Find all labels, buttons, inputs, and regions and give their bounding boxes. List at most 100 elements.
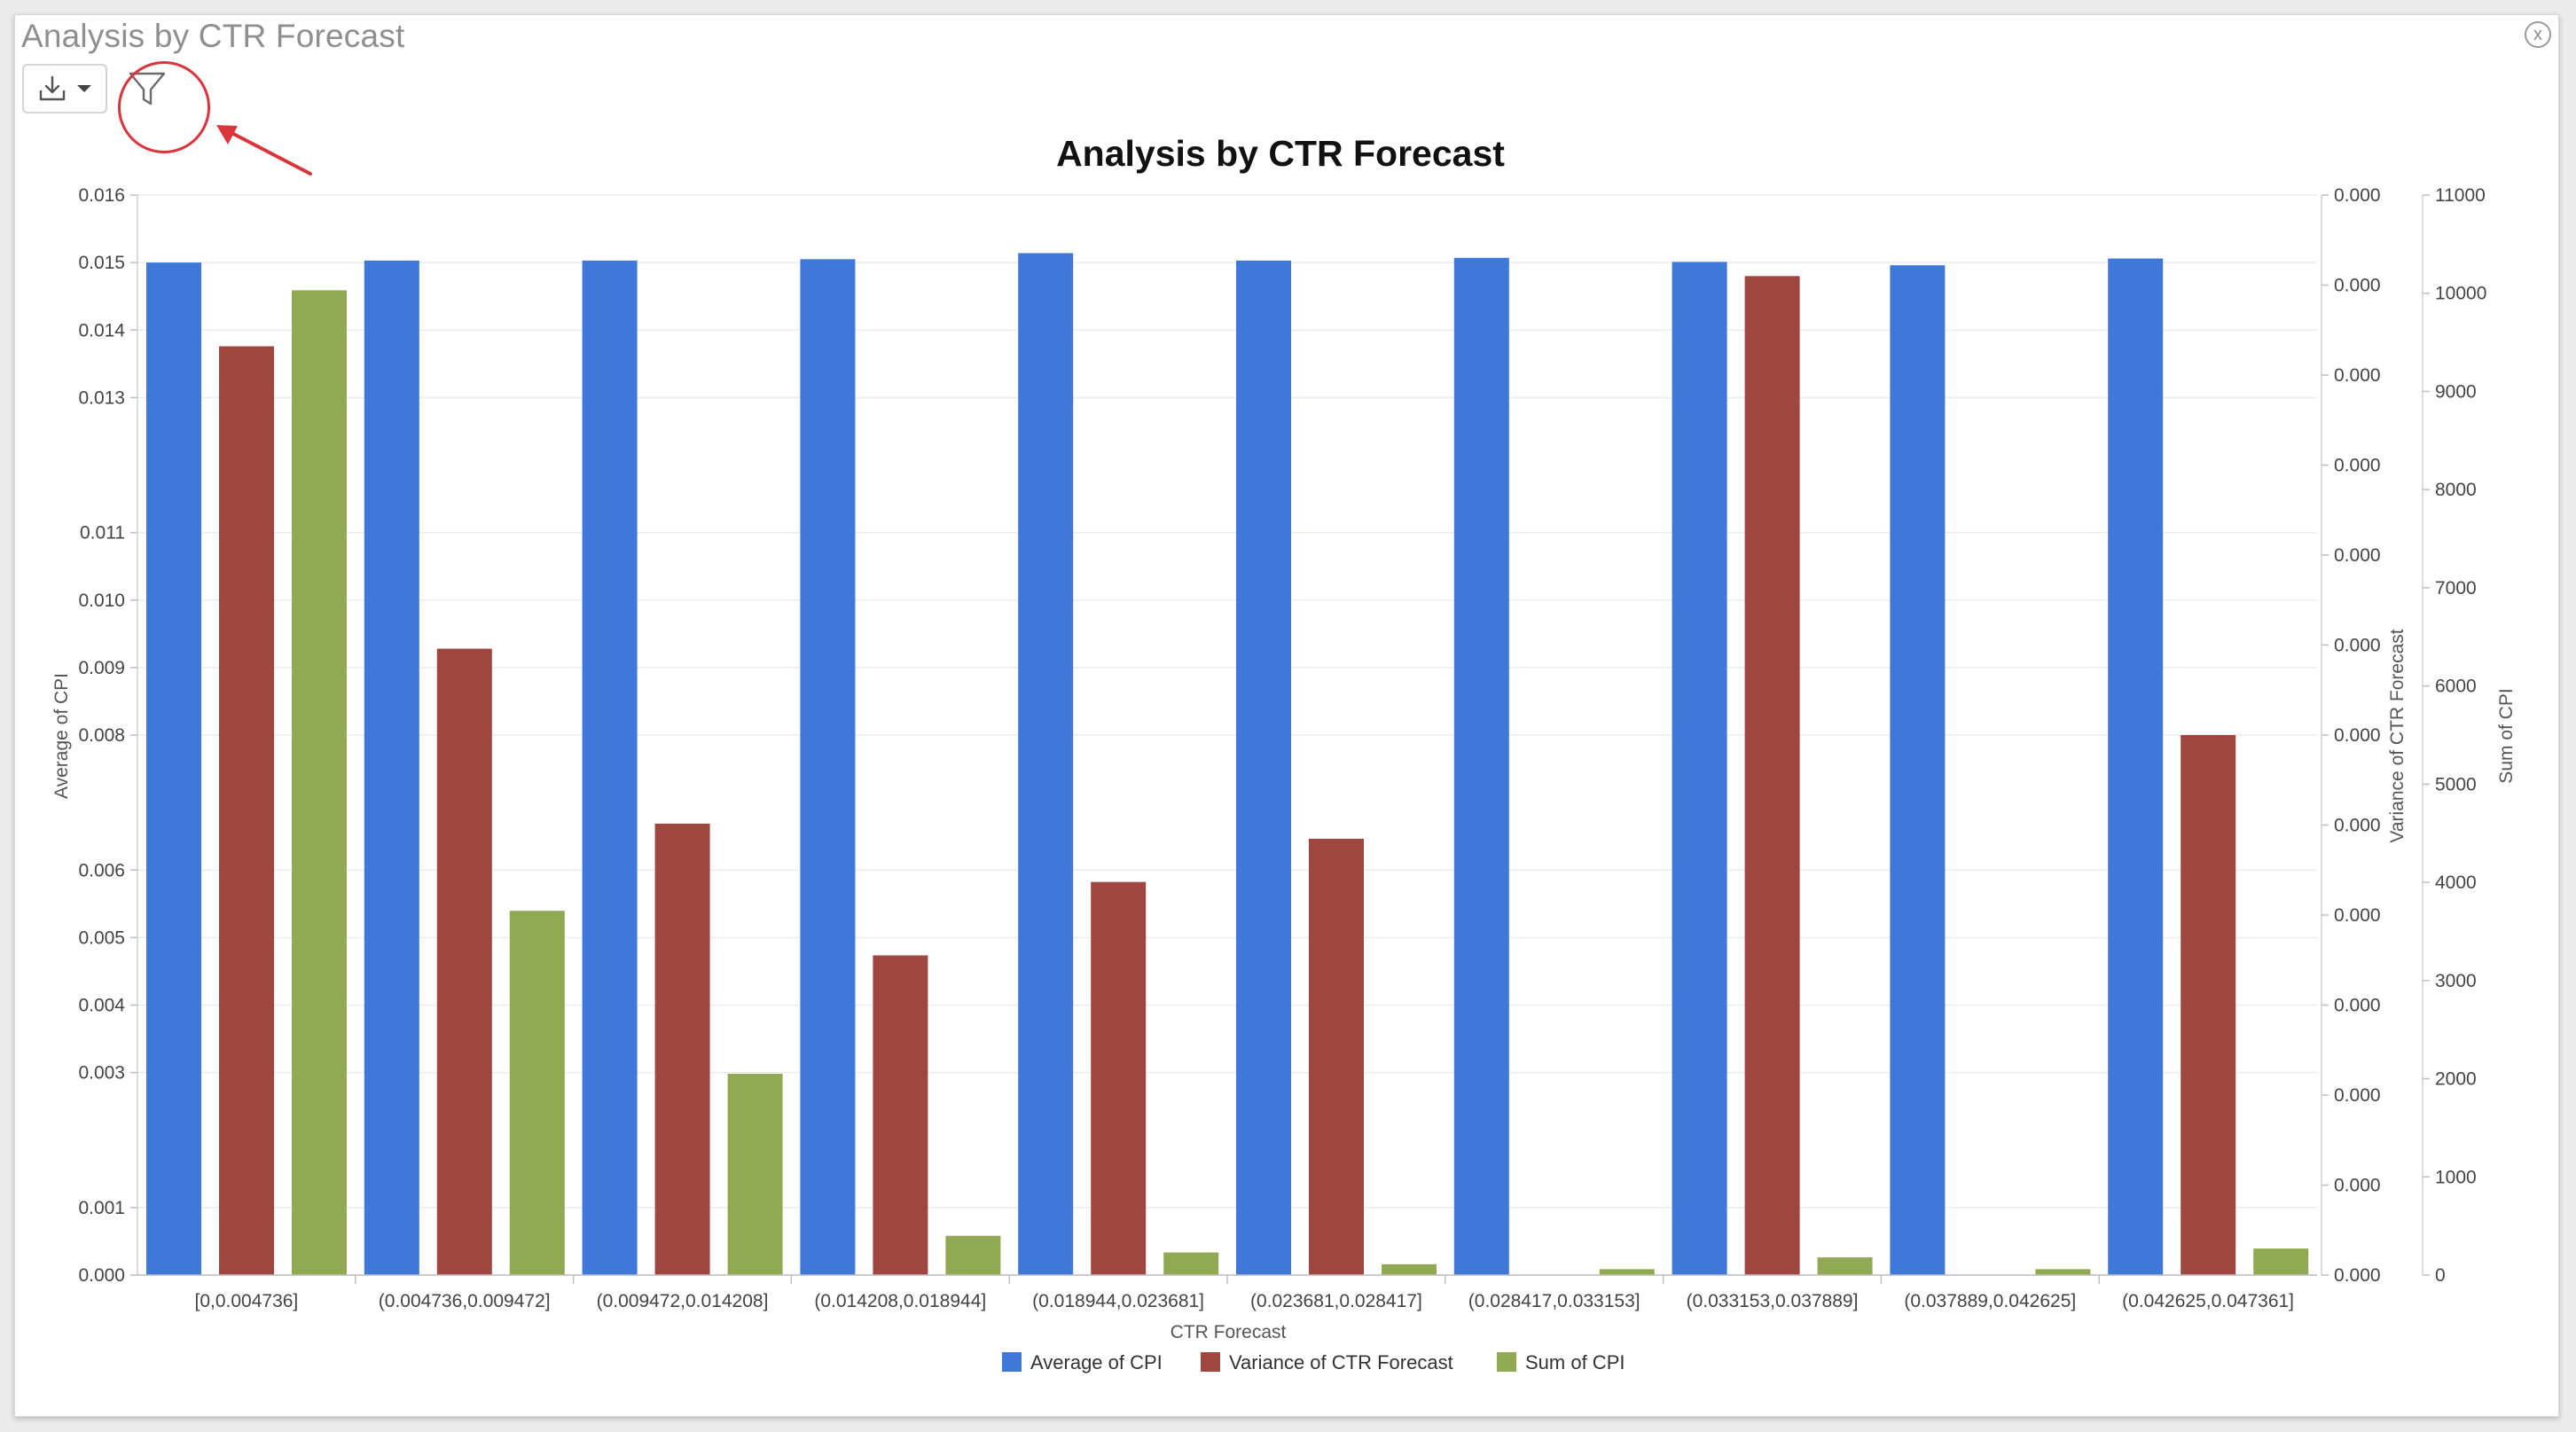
bar-average-cpi	[800, 259, 856, 1276]
right-variance-tick-label: 0.000	[2334, 185, 2381, 206]
bar-average-cpi	[1453, 257, 1509, 1275]
left-tick-label: 0.000	[78, 1265, 125, 1286]
right-sum-tick-label: 0	[2435, 1265, 2446, 1286]
left-tick-label: 0.015	[78, 253, 125, 273]
right-variance-tick-label: 0.000	[2334, 996, 2381, 1016]
left-axis-title: Average of CPI	[51, 673, 72, 799]
left-tick-label: 0.011	[80, 523, 125, 544]
bar-sum-cpi	[292, 290, 347, 1275]
right-variance-tick-label: 0.000	[2334, 1176, 2381, 1196]
bar-sum-cpi	[945, 1235, 1001, 1275]
bar-sum-cpi	[2035, 1269, 2091, 1275]
left-tick-label: 0.009	[78, 658, 125, 678]
bar-variance-ctr	[873, 955, 928, 1275]
bar-sum-cpi	[1382, 1264, 1437, 1275]
filter-icon	[129, 72, 166, 106]
right-variance-tick-label: 0.000	[2334, 456, 2381, 476]
right-variance-tick-label: 0.000	[2334, 905, 2381, 926]
download-icon	[39, 75, 66, 101]
bar-sum-cpi	[509, 911, 565, 1275]
bar-average-cpi	[1890, 265, 1946, 1275]
legend-swatch	[1201, 1352, 1220, 1372]
right-variance-tick-label: 0.000	[2334, 1085, 2381, 1106]
right-sum-tick-label: 4000	[2435, 873, 2477, 893]
x-tick-label: (0.009472,0.014208]	[597, 1291, 769, 1311]
bar-sum-cpi	[727, 1074, 783, 1275]
right-axis-sum-title: Sum of CPI	[2496, 688, 2517, 783]
chart-title: Analysis by CTR Forecast	[1056, 133, 1505, 174]
bar-average-cpi	[1236, 260, 1291, 1275]
right-sum-tick-label: 10000	[2435, 284, 2486, 304]
x-tick-label: (0.023681,0.028417]	[1250, 1291, 1422, 1311]
download-menu-button[interactable]	[22, 64, 107, 113]
bar-sum-cpi	[1599, 1269, 1655, 1275]
filter-button[interactable]	[121, 62, 174, 115]
bar-average-cpi	[364, 260, 419, 1275]
x-tick-label: (0.004736,0.009472]	[379, 1291, 551, 1311]
left-tick-label: 0.016	[78, 185, 125, 206]
x-tick-label: (0.042625,0.047361]	[2122, 1291, 2294, 1311]
right-sum-tick-label: 6000	[2435, 677, 2477, 697]
x-tick-label: (0.018944,0.023681]	[1032, 1291, 1204, 1311]
right-variance-tick-label: 0.000	[2334, 636, 2381, 656]
right-axis-variance-title: Variance of CTR Forecast	[2387, 629, 2408, 842]
close-icon: x	[2533, 25, 2542, 44]
x-tick-label: [0,0.004736]	[195, 1291, 299, 1311]
bar-sum-cpi	[1817, 1257, 1873, 1275]
right-sum-tick-label: 1000	[2435, 1167, 2477, 1187]
right-variance-tick-label: 0.000	[2334, 725, 2381, 746]
left-axis: 0.000 0.001 0.003 0.004 0.005 0.006 0.008 0.009…	[78, 185, 138, 1286]
bar-variance-ctr	[1091, 881, 1147, 1275]
bar-variance-ctr	[436, 648, 492, 1275]
right-variance-tick-label: 0.000	[2334, 276, 2381, 296]
legend-swatch	[1002, 1352, 1022, 1372]
bar-variance-ctr	[1309, 838, 1364, 1275]
right-sum-tick-label: 8000	[2435, 480, 2477, 500]
bar-average-cpi	[1018, 253, 1074, 1275]
right-sum-tick-label: 7000	[2435, 578, 2477, 599]
bar-average-cpi	[582, 260, 638, 1275]
left-tick-label: 0.001	[78, 1198, 125, 1218]
x-tick-label: (0.033153,0.037889]	[1687, 1291, 1859, 1311]
right-axis-variance: 0.000 0.000 0.000 0.000 0.000 0.000 0.000 0.000…	[2321, 185, 2381, 1286]
right-variance-tick-label: 0.000	[2334, 365, 2381, 386]
caret-down-icon	[77, 85, 91, 92]
right-sum-tick-label: 3000	[2435, 971, 2477, 991]
legend: Average of CPI Variance of CTR Forecast Su…	[1002, 1351, 1625, 1373]
left-tick-label: 0.013	[78, 387, 125, 408]
x-axis-title: CTR Forecast	[1171, 1322, 1287, 1342]
left-tick-label: 0.008	[78, 725, 125, 746]
x-tick-label: (0.014208,0.018944]	[814, 1291, 986, 1311]
right-sum-tick-label: 9000	[2435, 381, 2477, 402]
left-tick-label: 0.006	[78, 860, 125, 880]
window-title: Analysis by CTR Forecast	[21, 18, 405, 54]
x-axis-ticks: [0,0.004736] (0.004736,0.009472] (0.009472…	[137, 1274, 2317, 1311]
bars	[146, 253, 2309, 1276]
bar-variance-ctr	[1744, 276, 1800, 1276]
bar-sum-cpi	[2253, 1248, 2309, 1275]
right-variance-tick-label: 0.000	[2334, 545, 2381, 566]
close-button[interactable]: x	[2525, 21, 2551, 48]
bar-average-cpi	[2108, 258, 2164, 1275]
left-tick-label: 0.003	[78, 1063, 125, 1084]
left-tick-label: 0.014	[78, 320, 125, 340]
bar-average-cpi	[146, 262, 201, 1275]
right-variance-tick-label: 0.000	[2334, 1265, 2381, 1286]
legend-label: Variance of CTR Forecast	[1229, 1351, 1453, 1373]
bar-sum-cpi	[1163, 1252, 1219, 1275]
legend-swatch	[1497, 1352, 1516, 1372]
bar-variance-ctr	[654, 823, 710, 1275]
legend-label: Sum of CPI	[1525, 1351, 1625, 1373]
left-tick-label: 0.005	[78, 927, 125, 948]
right-sum-tick-label: 5000	[2435, 774, 2477, 794]
legend-label: Average of CPI	[1030, 1351, 1163, 1373]
right-sum-tick-label: 11000	[2435, 185, 2486, 206]
left-tick-label: 0.004	[78, 996, 125, 1016]
bar-average-cpi	[1672, 262, 1727, 1275]
bar-variance-ctr	[2181, 735, 2236, 1275]
right-variance-tick-label: 0.000	[2334, 816, 2381, 836]
bar-variance-ctr	[219, 346, 274, 1275]
right-axis-sum: 0 1000 2000 3000 4000 5000 6000 7000 8000 9000 100…	[2422, 185, 2486, 1286]
right-sum-tick-label: 2000	[2435, 1069, 2477, 1090]
